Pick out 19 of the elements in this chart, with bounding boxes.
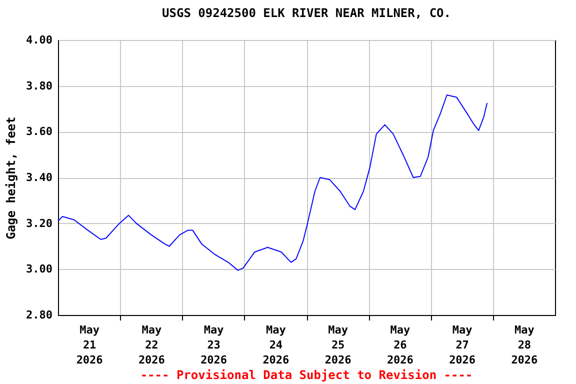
x-tick-label: May 27 2026	[449, 324, 476, 366]
text: ---- Provisional Data Subject to Revision ----	[140, 368, 473, 382]
chart-title: USGS 09242500 ELK RIVER NEAR MILNER, CO.	[162, 6, 451, 20]
y-tick-label: 3.00	[26, 262, 52, 276]
x-tick-label: May 23 2026	[200, 324, 228, 366]
x-tick-label: May 26 2026	[386, 324, 414, 366]
x-tick-label: May 22 2026	[138, 324, 166, 366]
x-tick-label: May 28 2026	[511, 324, 538, 366]
y-tick-label: 2.80	[26, 308, 52, 322]
x-tick-label: May 21 2026	[76, 324, 104, 366]
y-tick-label: 3.40	[26, 171, 52, 184]
line-series	[58, 94, 488, 271]
y-tick-label: 4.00	[26, 34, 52, 46]
y-axis-title: Gage height, feet	[4, 116, 18, 240]
y-tick-label: 3.60	[26, 125, 52, 138]
y-tick-label: 3.20	[26, 216, 52, 230]
y-tick-label: 3.80	[26, 79, 52, 92]
x-tick-label: May 24 2026	[262, 324, 290, 366]
x-tick-label: May 25 2026	[324, 324, 352, 366]
